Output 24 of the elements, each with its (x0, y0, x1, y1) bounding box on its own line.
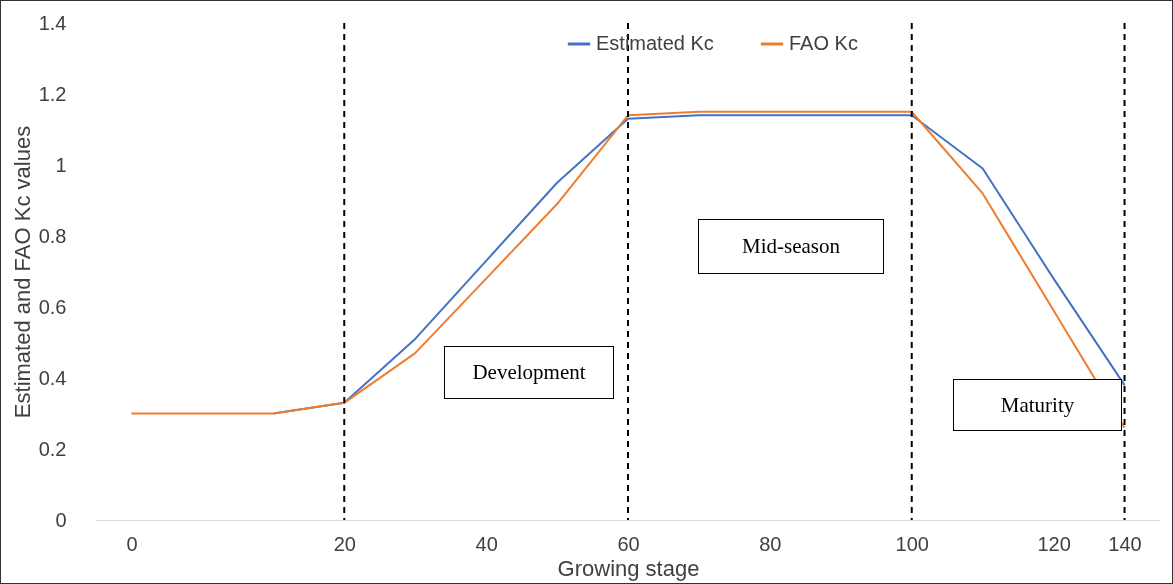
y-tick-label: 1.4 (38, 11, 67, 34)
note-box: Maturity (953, 379, 1122, 431)
y-tick-label: 0.2 (38, 437, 67, 460)
y-tick-label: 1 (55, 153, 67, 176)
y-axis-title: Estimated and FAO Kc values (9, 125, 35, 419)
x-tick-label: 60 (617, 532, 640, 555)
x-axis-title: Growing stage (557, 555, 700, 581)
y-tick-label: 0 (55, 508, 67, 531)
note-box: Mid-season (698, 219, 884, 274)
x-tick-label: 0 (126, 532, 138, 555)
x-tick-label: 100 (895, 532, 929, 555)
legend-label: FAO Kc (789, 32, 858, 54)
note-box: Development (444, 346, 614, 399)
y-tick-label: 0.6 (38, 295, 67, 318)
line-series (130, 110, 1126, 429)
y-tick-label: 1.2 (38, 82, 67, 105)
x-tick-label: 20 (333, 532, 356, 555)
x-tick-label: 120 (1037, 532, 1071, 555)
legend-label: Estimated Kc (596, 32, 714, 54)
y-tick-label: 0.8 (38, 224, 67, 247)
y-tick-label: 0.4 (38, 366, 67, 389)
x-tick-label: 40 (475, 532, 498, 555)
x-tick-label: 80 (759, 532, 782, 555)
x-tick-label: 140 (1108, 532, 1142, 555)
